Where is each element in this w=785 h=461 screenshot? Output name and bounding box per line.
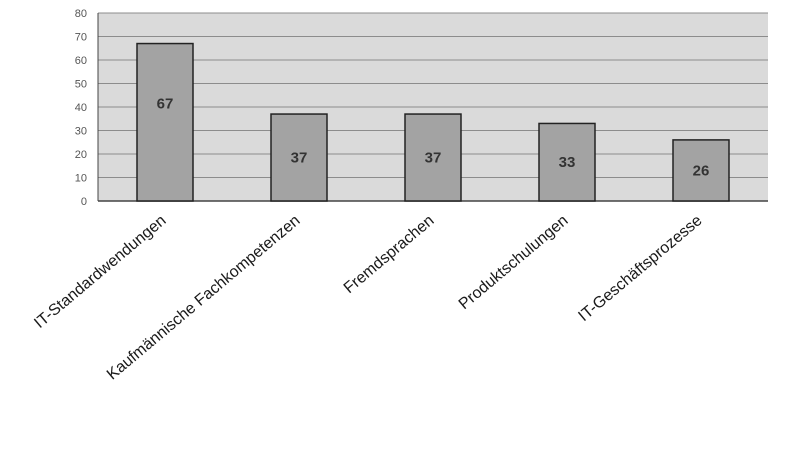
bar-3 [404, 113, 462, 202]
y-tick-label: 60 [75, 55, 87, 67]
y-tick-label: 50 [75, 79, 87, 91]
category-label: IT-Standardwendungen [31, 212, 169, 332]
bar-2 [270, 113, 328, 202]
category-label: Fremdsprachen [341, 212, 438, 297]
bar-value-label: 37 [425, 150, 442, 167]
y-tick-label: 70 [75, 32, 87, 44]
y-tick-label: 10 [75, 173, 87, 185]
y-tick-label: 80 [75, 8, 87, 20]
category-label: IT-Geschäftsprozesse [575, 212, 705, 325]
y-tick-label: 20 [75, 149, 87, 161]
bar-value-label: 67 [157, 96, 174, 113]
bar-5 [672, 139, 730, 202]
bar-1 [136, 42, 194, 202]
bar-value-label: 37 [291, 150, 308, 167]
bar-4 [538, 122, 596, 202]
y-tick-label: 0 [81, 196, 87, 208]
y-tick-label: 30 [75, 126, 87, 138]
bar-value-label: 26 [693, 162, 710, 179]
category-label: Produktschulungen [456, 212, 572, 313]
y-tick-label: 40 [75, 102, 87, 114]
bar-value-label: 33 [559, 154, 576, 171]
